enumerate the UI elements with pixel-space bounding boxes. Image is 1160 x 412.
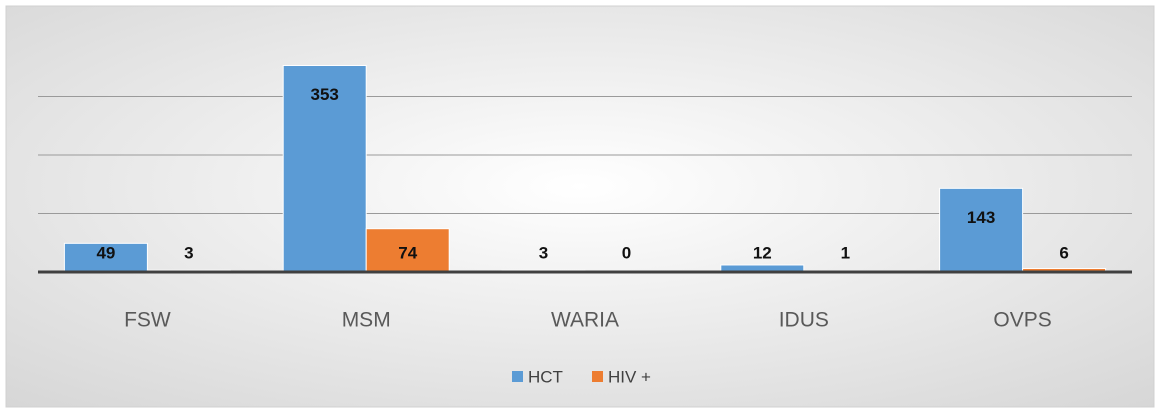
value-label: 6 — [1059, 243, 1068, 262]
value-label: 0 — [622, 243, 631, 262]
x-tick-label: FSW — [124, 309, 171, 332]
value-label: 74 — [398, 243, 417, 262]
value-label: 3 — [539, 243, 548, 262]
x-tick-label: MSM — [342, 309, 391, 332]
x-tick-label: IDUS — [779, 309, 829, 332]
bar — [63, 242, 148, 273]
x-tick-label: OVPS — [993, 309, 1051, 332]
legend-swatch — [512, 371, 523, 382]
bar — [939, 187, 1024, 273]
value-label: 3 — [184, 243, 193, 262]
value-label: 49 — [96, 243, 115, 262]
legend-label: HIV + — [608, 367, 651, 386]
value-label: 143 — [967, 208, 995, 227]
legend-swatch — [592, 371, 603, 382]
legend-label: HCT — [528, 367, 563, 386]
value-label: 1 — [841, 243, 850, 262]
x-tick-label: WARIA — [551, 309, 619, 332]
value-label: 12 — [753, 243, 772, 262]
value-label: 353 — [311, 85, 339, 104]
